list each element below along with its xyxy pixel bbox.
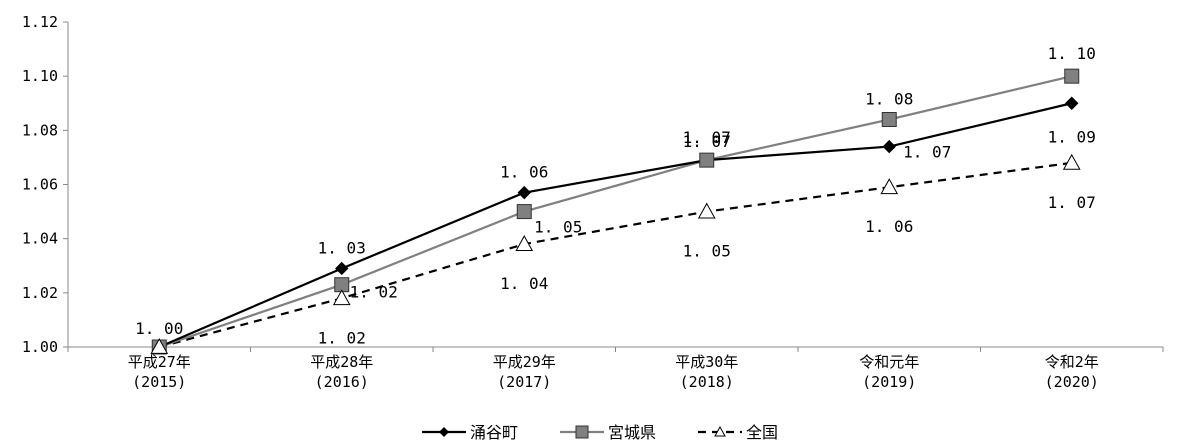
y-tick-label: 1.06 [22, 176, 58, 194]
marker-diamond [1065, 96, 1079, 110]
x-category-labels: 平成27年 (2015) 平成28年 (2016) 平成29年 (2017) 平成30年 (2… [128, 353, 1099, 391]
legend-marker-diamond [439, 427, 449, 437]
legend-marker-square [575, 425, 589, 439]
marker-triangle [332, 289, 351, 306]
marker-diamond [517, 185, 531, 200]
data-label: 1. 07 [1048, 193, 1096, 212]
marker-triangle [150, 337, 169, 354]
data-label: 1. 00 [135, 319, 183, 338]
data-label: 1. 07 [903, 143, 951, 162]
data-label: 1. 05 [683, 242, 731, 261]
series-line-1 [158, 75, 1073, 349]
marker-diamond [335, 261, 349, 276]
legend-label: 宮城県 [608, 423, 656, 441]
y-tick-label: 1.08 [22, 121, 58, 139]
marker-square [1064, 68, 1080, 84]
marker-square [516, 204, 532, 220]
x-category-year: (2018) [680, 373, 734, 391]
data-label: 1. 06 [865, 217, 913, 236]
data-label: 1. 02 [318, 328, 366, 347]
legend-label: 涌谷町 [470, 423, 518, 441]
y-tick-label: 1.12 [22, 13, 58, 31]
series-line-2 [158, 161, 1072, 349]
data-label: 1. 04 [500, 274, 548, 293]
marker-triangle [515, 235, 534, 251]
y-tick-labels: 1.00 1.02 1.04 1.06 1.08 1.10 1.12 [22, 13, 58, 356]
marker-triangle [880, 178, 899, 195]
legend-label: 全国 [746, 423, 778, 441]
x-category-year: (2020) [1045, 373, 1099, 391]
x-category-year: (2019) [862, 373, 916, 391]
legend: 涌谷町 宮城県 全国 [422, 423, 778, 441]
x-category-label: 平成28年 [310, 353, 373, 371]
axes [63, 21, 1164, 352]
x-category-label: 平成27年 [128, 353, 191, 371]
x-category-label: 平成30年 [675, 353, 738, 371]
data-label: 1. 07 [683, 132, 731, 151]
marker-square [699, 152, 715, 168]
legend-marker-triangle [714, 425, 726, 437]
x-category-label: 令和元年 [859, 353, 919, 371]
data-label: 1. 10 [1048, 44, 1096, 63]
x-category-label: 令和2年 [1045, 353, 1099, 371]
series-markers [150, 68, 1081, 355]
x-category-label: 平成29年 [493, 353, 556, 371]
y-tick-label: 1.00 [22, 338, 58, 356]
x-category-year: (2016) [315, 373, 369, 391]
series-lines [158, 75, 1073, 349]
marker-triangle [1062, 153, 1081, 170]
data-label: 1. 07 [683, 128, 731, 147]
series-line-0 [158, 102, 1073, 349]
data-label: 1. 08 [865, 90, 913, 109]
data-label: 1. 09 [1048, 127, 1096, 146]
marker-triangle [697, 202, 716, 219]
x-category-year: (2017) [497, 373, 551, 391]
y-tick-label: 1.10 [22, 67, 58, 85]
data-label: 1. 05 [534, 218, 582, 237]
marker-square [881, 112, 897, 127]
marker-diamond [882, 139, 896, 154]
data-label: 1. 02 [350, 283, 398, 302]
data-label: 1. 06 [500, 163, 548, 182]
data-labels: 1. 001. 031. 061. 071. 071. 091. 021. 05… [135, 44, 1096, 347]
y-tick-label: 1.04 [22, 230, 58, 248]
y-tick-label: 1.02 [22, 284, 58, 302]
x-category-year: (2015) [132, 373, 186, 391]
data-label: 1. 03 [318, 238, 366, 257]
